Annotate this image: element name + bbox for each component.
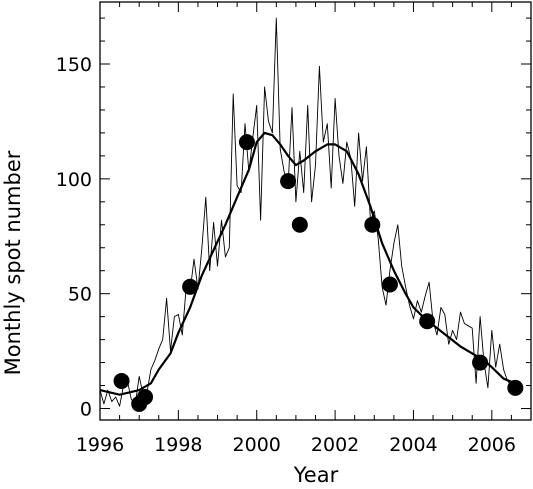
data-point-marker <box>419 313 436 330</box>
data-point-marker <box>238 134 255 151</box>
data-point-marker <box>280 173 297 190</box>
x-axis-ticks: 1996 1998 2000 2002 2004 2006 <box>76 2 532 456</box>
y-tick-label: 0 <box>80 399 92 421</box>
series-layer <box>99 17 524 412</box>
data-point-marker <box>364 216 381 233</box>
data-point-marker <box>381 276 398 293</box>
data-point-marker <box>507 379 524 396</box>
data-point-marker <box>472 354 489 371</box>
smoothed-series-line <box>99 131 516 396</box>
y-axis-label: Monthly spot number <box>1 150 25 375</box>
data-point-marker <box>137 389 154 406</box>
x-tick-label: 2000 <box>233 434 281 456</box>
x-axis-label: Year <box>293 463 339 487</box>
x-tick-label: 2002 <box>311 434 359 456</box>
data-point-marker <box>113 372 130 389</box>
monthly-series-line <box>99 17 520 407</box>
data-point-marker <box>182 278 199 295</box>
plot-frame <box>99 1 532 421</box>
y-tick-label: 150 <box>56 54 92 76</box>
y-axis-ticks: 0 50 100 150 <box>56 17 531 421</box>
x-tick-label: 2004 <box>389 434 437 456</box>
plot-border <box>99 1 532 421</box>
x-tick-label: 2006 <box>468 434 516 456</box>
x-tick-label: 1996 <box>76 434 124 456</box>
x-tick-label: 1998 <box>154 434 202 456</box>
y-tick-label: 100 <box>56 169 92 191</box>
y-tick-label: 50 <box>68 284 92 306</box>
data-point-marker <box>291 216 308 233</box>
